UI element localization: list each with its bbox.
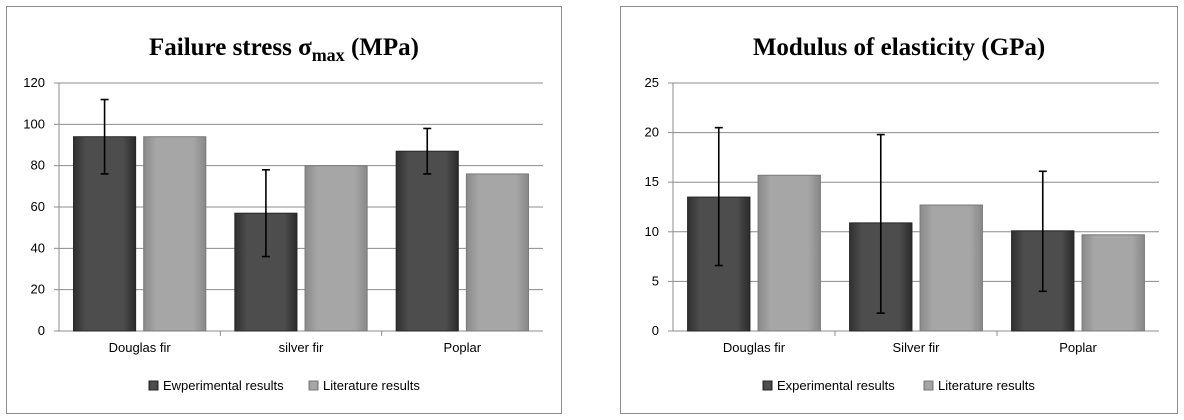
bar [757, 174, 821, 332]
legend-label: Literature results [323, 378, 420, 393]
bar [465, 173, 529, 332]
bar [143, 136, 207, 332]
y-tick-label: 25 [645, 75, 659, 90]
legend-swatch [762, 380, 773, 391]
legend-swatch [148, 380, 159, 391]
y-tick-label: 0 [38, 323, 45, 338]
y-tick-label: 5 [652, 273, 659, 288]
category-label: Silver fir [893, 340, 941, 355]
legend-label: Literature results [938, 378, 1035, 393]
failure-stress-chart: Failure stress σmax (MPa) 0 20 40 60 80 100 120… [6, 6, 562, 414]
y-tick-label: 15 [645, 174, 659, 189]
legend-swatch [923, 380, 934, 391]
category-label: Douglas fir [109, 340, 172, 355]
bar [1081, 234, 1145, 332]
y-tick-label: 20 [31, 282, 45, 297]
chart-title: Modulus of elasticity (GPa) [753, 34, 1045, 61]
modulus-elasticity-chart-svg: Modulus of elasticity (GPa) 0 5 10 15 20 25 Dou… [645, 34, 1159, 393]
chart-title-text: Failure stress σ [149, 34, 312, 61]
legend-swatch [308, 380, 319, 391]
bar [304, 165, 368, 332]
y-tick-label: 100 [23, 116, 45, 131]
legend-label: Experimental results [777, 378, 895, 393]
failure-stress-chart-svg: Failure stress σmax (MPa) 0 20 40 60 80 100 120… [23, 34, 543, 393]
category-label: Poplar [1059, 340, 1097, 355]
category-label: Poplar [444, 340, 482, 355]
chart-title-unit: (MPa) [345, 34, 419, 61]
y-tick-label: 20 [645, 125, 659, 140]
chart-title-subscript: max [312, 45, 345, 65]
bar [395, 150, 459, 332]
chart-title-text: Modulus of elasticity (GPa) [753, 34, 1045, 61]
modulus-elasticity-chart: Modulus of elasticity (GPa) 0 5 10 15 20 25 Dou… [620, 6, 1178, 414]
y-tick-label: 60 [31, 199, 45, 214]
category-label: Douglas fir [723, 340, 786, 355]
legend-label: Ewperimental results [163, 378, 284, 393]
y-tick-label: 40 [31, 240, 45, 255]
bar [919, 204, 983, 332]
category-label: silver fir [279, 340, 324, 355]
y-tick-label: 10 [645, 224, 659, 239]
y-tick-label: 80 [31, 158, 45, 173]
chart-title: Failure stress σmax (MPa) [149, 34, 419, 65]
y-tick-label: 0 [652, 323, 659, 338]
y-tick-label: 120 [23, 75, 45, 90]
